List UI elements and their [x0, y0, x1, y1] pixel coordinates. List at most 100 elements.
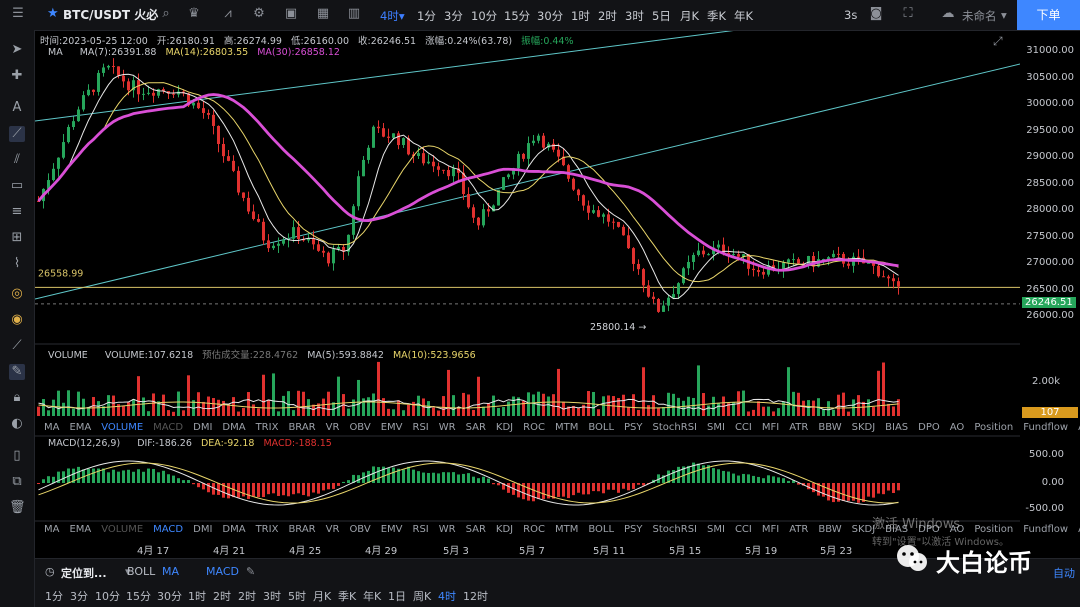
ma-tab[interactable]: MA [162, 565, 180, 578]
timeframe-8[interactable]: 3时 [625, 9, 644, 23]
indicator-tab-psy[interactable]: PSY [624, 524, 643, 535]
indicator-tab-stochrsi[interactable]: StochRSI [652, 524, 697, 535]
bottom-timeframe-12[interactable]: 年K [363, 590, 382, 603]
indicator-tab-vr[interactable]: VR [325, 524, 340, 535]
trash-icon[interactable]: 🗑︎ [9, 500, 26, 515]
timeframe-12[interactable]: 年K [734, 9, 754, 23]
indicator-tab-stochrsi[interactable]: StochRSI [652, 422, 697, 433]
bottom-timeframe-0[interactable]: 1分 [45, 590, 63, 603]
bottom-timeframe-13[interactable]: 1日 [388, 590, 406, 603]
timeframe-11[interactable]: 季K [707, 9, 727, 23]
indicator-tab-kdj[interactable]: KDJ [495, 422, 514, 433]
timeframe-0[interactable]: 4时▾ [380, 9, 405, 23]
timeframe-3[interactable]: 10分 [471, 9, 498, 23]
timeframe-4[interactable]: 15分 [504, 9, 531, 23]
grid-tool-icon[interactable]: ⊞ [11, 230, 23, 245]
search-icon[interactable]: ⌕ [162, 6, 170, 21]
indicator-tab-bias[interactable]: BIAS [885, 524, 909, 535]
indicator-tab-macd[interactable]: MACD [153, 422, 184, 433]
indicator-tab-mtm[interactable]: MTM [554, 524, 579, 535]
indicator-tab-ema[interactable]: EMA [69, 422, 92, 433]
indicator-icon[interactable]: ♛ [188, 6, 200, 21]
macd-tab[interactable]: MACD [206, 565, 239, 578]
timeframe-10[interactable]: 月K [680, 9, 700, 23]
chart-canvas[interactable]: 26558.99 25800.14 → ⤢ [35, 31, 1020, 541]
bottom-timeframe-5[interactable]: 1时 [188, 590, 206, 603]
object-tree-icon[interactable]: ⧉ [12, 474, 22, 489]
indicator-tab-fundflow[interactable]: Fundflow [1023, 524, 1069, 535]
auto-scale-button[interactable]: 自动 [1053, 567, 1075, 580]
indicator-tab-kdj[interactable]: KDJ [495, 524, 514, 535]
bottom-timeframe-8[interactable]: 3时 [263, 590, 281, 603]
indicator-tab-emv[interactable]: EMV [380, 524, 403, 535]
price-axis[interactable]: 31000.00 30500.00 30000.00 29500.00 29000.00… [1020, 31, 1080, 541]
indicator-tab-dpo[interactable]: DPO [918, 422, 940, 433]
boll-tab[interactable]: BOLL [127, 565, 156, 578]
indicator-tab-skdj[interactable]: SKDJ [851, 524, 876, 535]
indicator-tab-vr[interactable]: VR [325, 422, 340, 433]
ruler-icon[interactable]: ⟋ [12, 338, 22, 353]
text-tool-icon[interactable]: A [12, 100, 22, 115]
indicator-tab-dpo[interactable]: DPO [918, 524, 940, 535]
indicator-tab-volume[interactable]: VOLUME [101, 524, 144, 535]
indicator-tab-rsi[interactable]: RSI [412, 422, 429, 433]
indicator-tab-mtm[interactable]: MTM [554, 422, 579, 433]
indicator-tab-bbw[interactable]: BBW [818, 422, 842, 433]
indicator-tab-boll[interactable]: BOLL [588, 524, 615, 535]
indicator-tab-ma[interactable]: MA [44, 524, 60, 535]
timeframe-7[interactable]: 2时 [598, 9, 617, 23]
indicator-tab-position[interactable]: Position [974, 422, 1014, 433]
star-icon[interactable]: ★ [47, 6, 59, 21]
indicator-tab-atr[interactable]: ATR [789, 422, 809, 433]
indicator-tab-smi[interactable]: SMI [707, 524, 725, 535]
indicator-tab-obv[interactable]: OBV [349, 524, 371, 535]
indicator-tab-smi[interactable]: SMI [707, 422, 725, 433]
wave-tool-icon[interactable]: ⌇ [13, 256, 21, 271]
bottom-timeframe-9[interactable]: 5时 [288, 590, 306, 603]
parallel-lines-icon[interactable]: ≡ [11, 204, 23, 219]
indicator-tab-dma[interactable]: DMA [222, 422, 246, 433]
indicator-tab-skdj[interactable]: SKDJ [851, 422, 876, 433]
volume-label[interactable]: VOLUME [48, 350, 88, 361]
indicator-tab-macd[interactable]: MACD [153, 524, 184, 535]
layout-icon[interactable]: ▣ [284, 6, 298, 21]
dropdown-icon[interactable]: ▾ [1001, 8, 1007, 22]
refresh-interval[interactable]: 3s [844, 8, 858, 22]
bottom-timeframe-7[interactable]: 2时 [238, 590, 256, 603]
indicator-tab-boll[interactable]: BOLL [588, 422, 615, 433]
bottom-timeframe-4[interactable]: 30分 [157, 590, 182, 603]
indicator-tab-ao[interactable]: AO [949, 422, 965, 433]
trendline-icon[interactable]: ⟋ [9, 126, 25, 142]
indicator-tab-wr[interactable]: WR [438, 422, 456, 433]
indicator-tab-cci[interactable]: CCI [734, 524, 752, 535]
timeframe-6[interactable]: 1时 [571, 9, 590, 23]
fullscreen-icon[interactable]: ⛶ [903, 6, 913, 21]
indicator-tab-ema[interactable]: EMA [69, 524, 92, 535]
indicator-tab-ma[interactable]: MA [44, 422, 60, 433]
menu-icon[interactable]: ☰ [12, 6, 24, 21]
bottom-timeframe-6[interactable]: 2时 [213, 590, 231, 603]
timeframe-9[interactable]: 5日 [652, 9, 671, 23]
calendar-icon[interactable]: ▦ [316, 6, 330, 21]
macd-label[interactable]: MACD(12,26,9) [48, 438, 121, 449]
timeframe-2[interactable]: 3分 [444, 9, 463, 23]
cloud-icon[interactable]: ☁ [941, 6, 955, 21]
crosshair-icon[interactable]: ✚ [11, 68, 23, 83]
clock-icon[interactable]: ◷ [45, 565, 55, 578]
bottom-timeframe-11[interactable]: 季K [338, 590, 357, 603]
cursor-icon[interactable]: ➤ [11, 42, 23, 57]
indicator-tab-obv[interactable]: OBV [349, 422, 371, 433]
edit-icon[interactable]: ✎ [246, 565, 256, 578]
indicator-tab-sar[interactable]: SAR [465, 422, 486, 433]
locate-button[interactable]: 定位到... [61, 567, 107, 580]
bottom-timeframe-16[interactable]: 12时 [463, 590, 488, 603]
indicator-tab-dmi[interactable]: DMI [193, 524, 213, 535]
bookmark-icon[interactable]: ▯ [13, 448, 21, 463]
indicator-tab-fundflow[interactable]: Fundflow [1023, 422, 1069, 433]
rectangle-icon[interactable]: ▭ [10, 178, 24, 193]
camera-icon[interactable]: ◙ [869, 6, 883, 21]
indicator-tab-mfi[interactable]: MFI [761, 422, 780, 433]
multi-chart-icon[interactable]: ▥ [347, 6, 361, 21]
timeframe-5[interactable]: 30分 [537, 9, 564, 23]
indicator-tab-psy[interactable]: PSY [624, 422, 643, 433]
